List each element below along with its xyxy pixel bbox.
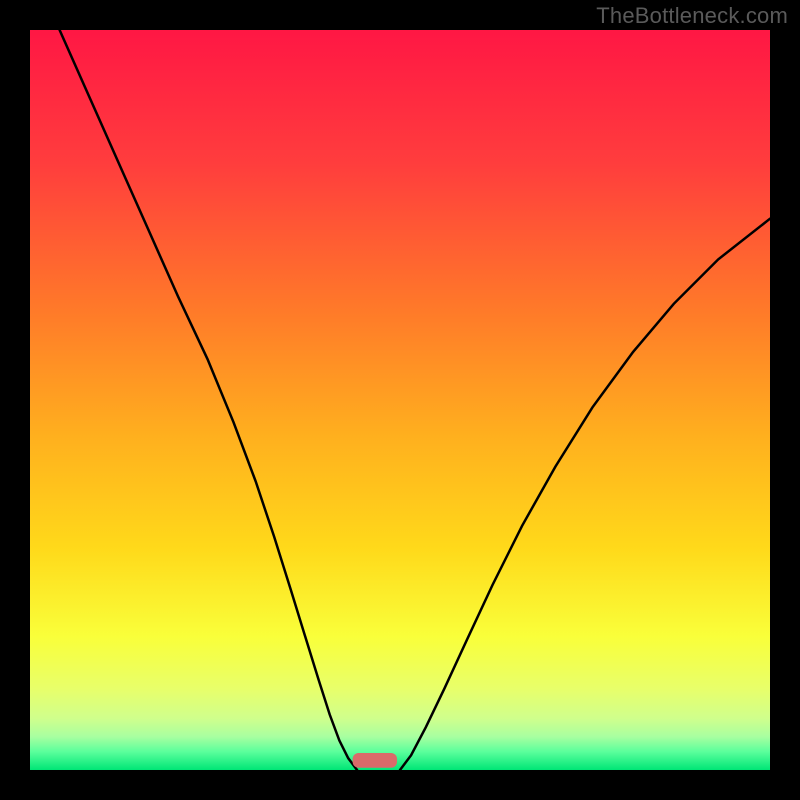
chart-container: TheBottleneck.com	[0, 0, 800, 800]
bottleneck-chart	[0, 0, 800, 800]
optimal-marker	[353, 753, 397, 768]
watermark-label: TheBottleneck.com	[596, 3, 788, 29]
chart-gradient-background	[30, 30, 770, 770]
